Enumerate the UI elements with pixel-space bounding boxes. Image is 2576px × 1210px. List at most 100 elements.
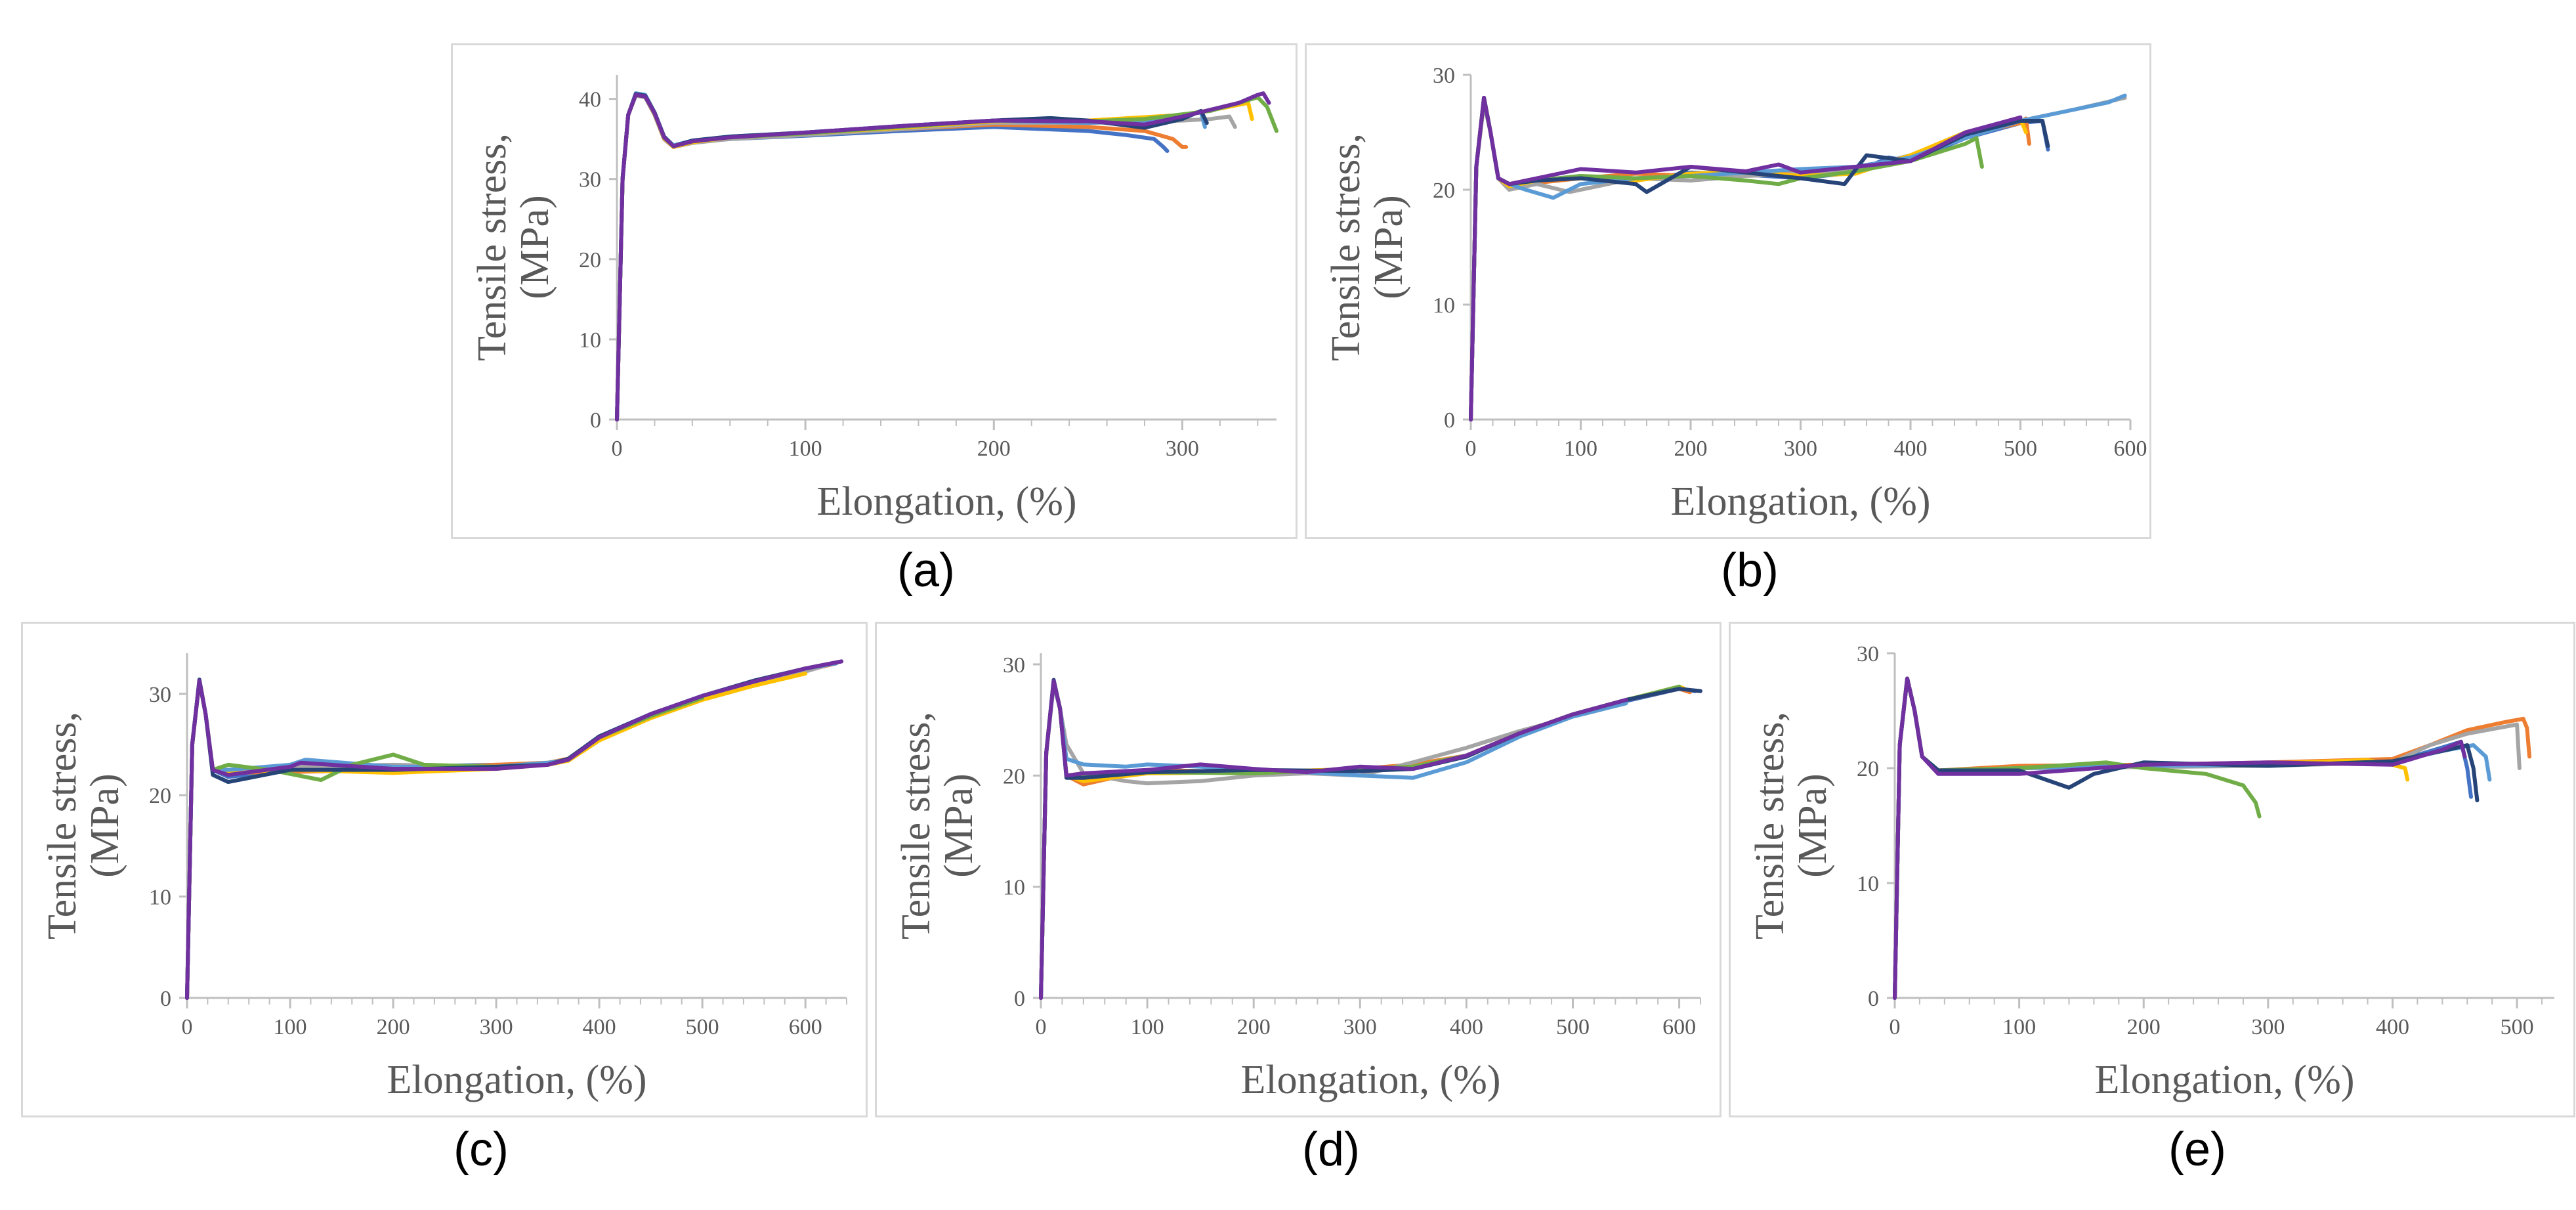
y-tick-label: 10 [1857,872,1879,896]
panel-label-a: (a) [897,544,955,597]
y-axis-title-line2: (MPa) [1790,773,1835,877]
x-tick-label: 0 [1036,1015,1047,1039]
series-line-5 [1893,676,2492,1000]
series-line-2 [1893,676,2532,1000]
chart-svg: 0 100 200 300 400 500 600 0 10 20 30 Elongation, (%… [40,653,847,1102]
x-tick-label: 300 [1784,437,1817,461]
y-axis-title-line1: Tensile stress, [470,133,515,361]
x-axis-title: Elongation, (%) [1240,1058,1500,1102]
y-axis-title-line1: Tensile stress, [1748,712,1792,940]
series-line-7 [185,659,844,1000]
series-line-7 [1039,678,1702,1000]
y-tick-label: 30 [1003,653,1025,678]
y-axis-title-line2: (MPa) [83,773,127,877]
series-line-3 [1469,96,2127,421]
series-line-8 [1893,676,2467,1000]
y-tick-label: 20 [149,784,171,808]
x-tick-label: 400 [1894,437,1928,461]
y-axis-title-line2: (MPa) [513,195,557,299]
x-tick-label: 100 [789,437,822,461]
x-tick-label: 100 [2002,1015,2036,1039]
y-tick-label: 10 [579,328,601,353]
x-tick-label: 500 [686,1015,719,1039]
series-line-4 [185,671,808,1000]
x-tick-label: 100 [1131,1015,1164,1039]
series-line-3 [185,663,828,1000]
x-tick-label: 300 [480,1015,513,1039]
x-tick-label: 600 [2114,437,2147,461]
series-line-1 [1893,676,2473,1000]
series-line-8 [185,659,844,1000]
chart-panel-b: 0 100 200 300 400 500 600 0 10 20 30 Elongation, (%… [1305,43,2151,539]
panel-label-d: (d) [1302,1123,1360,1176]
y-tick-label: 10 [149,886,171,910]
x-tick-label: 0 [1466,437,1477,461]
chart-svg: 0 100 200 300 400 500 600 0 10 20 30 Elongation, (%… [1324,64,2147,524]
y-axis-title-line2: (MPa) [937,773,981,877]
x-axis-title: Elongation, (%) [2094,1058,2354,1102]
x-axis-title: Elongation, (%) [387,1058,646,1102]
y-axis-title-line1: Tensile stress, [894,712,939,940]
y-axis-title-line1: Tensile stress, [1324,133,1368,361]
y-tick-label: 0 [160,987,171,1011]
chart-panel-a: 0 100 200 300 0 10 20 30 40 Elongation, (%) Tensil… [451,43,1298,539]
series-line-5 [1039,680,1628,1000]
x-tick-label: 400 [1450,1015,1483,1039]
x-axis-title: Elongation, (%) [816,479,1076,524]
chart-panel-c: 0 100 200 300 400 500 600 0 10 20 30 Elongation, (%… [21,622,868,1117]
x-tick-label: 200 [2127,1015,2161,1039]
x-tick-label: 500 [2004,437,2037,461]
series-line-1 [1039,679,1697,1000]
series-line-3 [615,93,1237,421]
x-tick-label: 0 [1890,1015,1901,1039]
series-line-5 [185,661,839,1000]
y-tick-label: 0 [1444,408,1455,433]
y-tick-label: 10 [1433,293,1455,318]
y-tick-label: 10 [1003,876,1025,900]
y-tick-label: 20 [579,248,601,272]
x-tick-label: 200 [377,1015,410,1039]
chart-panel-e: 0 100 200 300 400 500 0 10 20 30 Elongation, (%) Te… [1729,622,2575,1117]
series-line-7 [1893,676,2480,1000]
y-tick-label: 20 [1857,757,1879,781]
y-tick-label: 30 [579,168,601,192]
series-line-2 [185,661,839,1000]
y-axis-title-line2: (MPa) [1366,195,1411,299]
x-axis-title: Elongation, (%) [1670,479,1930,524]
panel-label-e: (e) [2168,1123,2226,1176]
series-line-6 [1039,679,1681,1000]
x-tick-label: 200 [1674,437,1708,461]
x-tick-label: 500 [1556,1015,1590,1039]
x-tick-label: 200 [1237,1015,1271,1039]
y-tick-label: 40 [579,88,601,112]
x-tick-label: 300 [1343,1015,1377,1039]
chart-svg: 0 100 200 300 0 10 20 30 40 Elongation, (%) Tensil… [470,75,1278,524]
series-line-4 [1893,676,2410,1000]
y-tick-label: 20 [1433,179,1455,203]
series-line-6 [185,678,705,1000]
series-line-8 [1469,96,2023,421]
x-tick-label: 600 [789,1015,822,1039]
y-tick-label: 0 [1868,987,1879,1011]
x-tick-label: 200 [977,437,1011,461]
series-line-5 [1469,93,2127,421]
chart-panel-d: 0 100 200 300 400 500 600 0 10 20 30 Elongation, (%… [875,622,1721,1117]
panel-label-c: (c) [454,1123,509,1176]
y-axis-title-line1: Tensile stress, [40,712,85,940]
chart-svg: 0 100 200 300 400 500 0 10 20 30 Elongation, (%) Te… [1748,642,2554,1102]
y-tick-label: 30 [1857,642,1879,666]
panel-label-b: (b) [1721,544,1779,597]
series-line-8 [615,91,1271,421]
series-line-2 [1039,679,1692,1000]
y-tick-label: 0 [590,408,601,433]
x-tick-label: 100 [1564,437,1597,461]
y-tick-label: 30 [1433,64,1455,88]
x-tick-label: 500 [2501,1015,2534,1039]
y-tick-label: 30 [149,683,171,707]
series-line-6 [1893,676,2262,1000]
series-line-1 [185,661,839,1000]
x-tick-label: 0 [612,437,623,461]
series-line-8 [1039,679,1628,1000]
x-tick-label: 300 [2251,1015,2285,1039]
series-line-6 [1469,96,1984,421]
